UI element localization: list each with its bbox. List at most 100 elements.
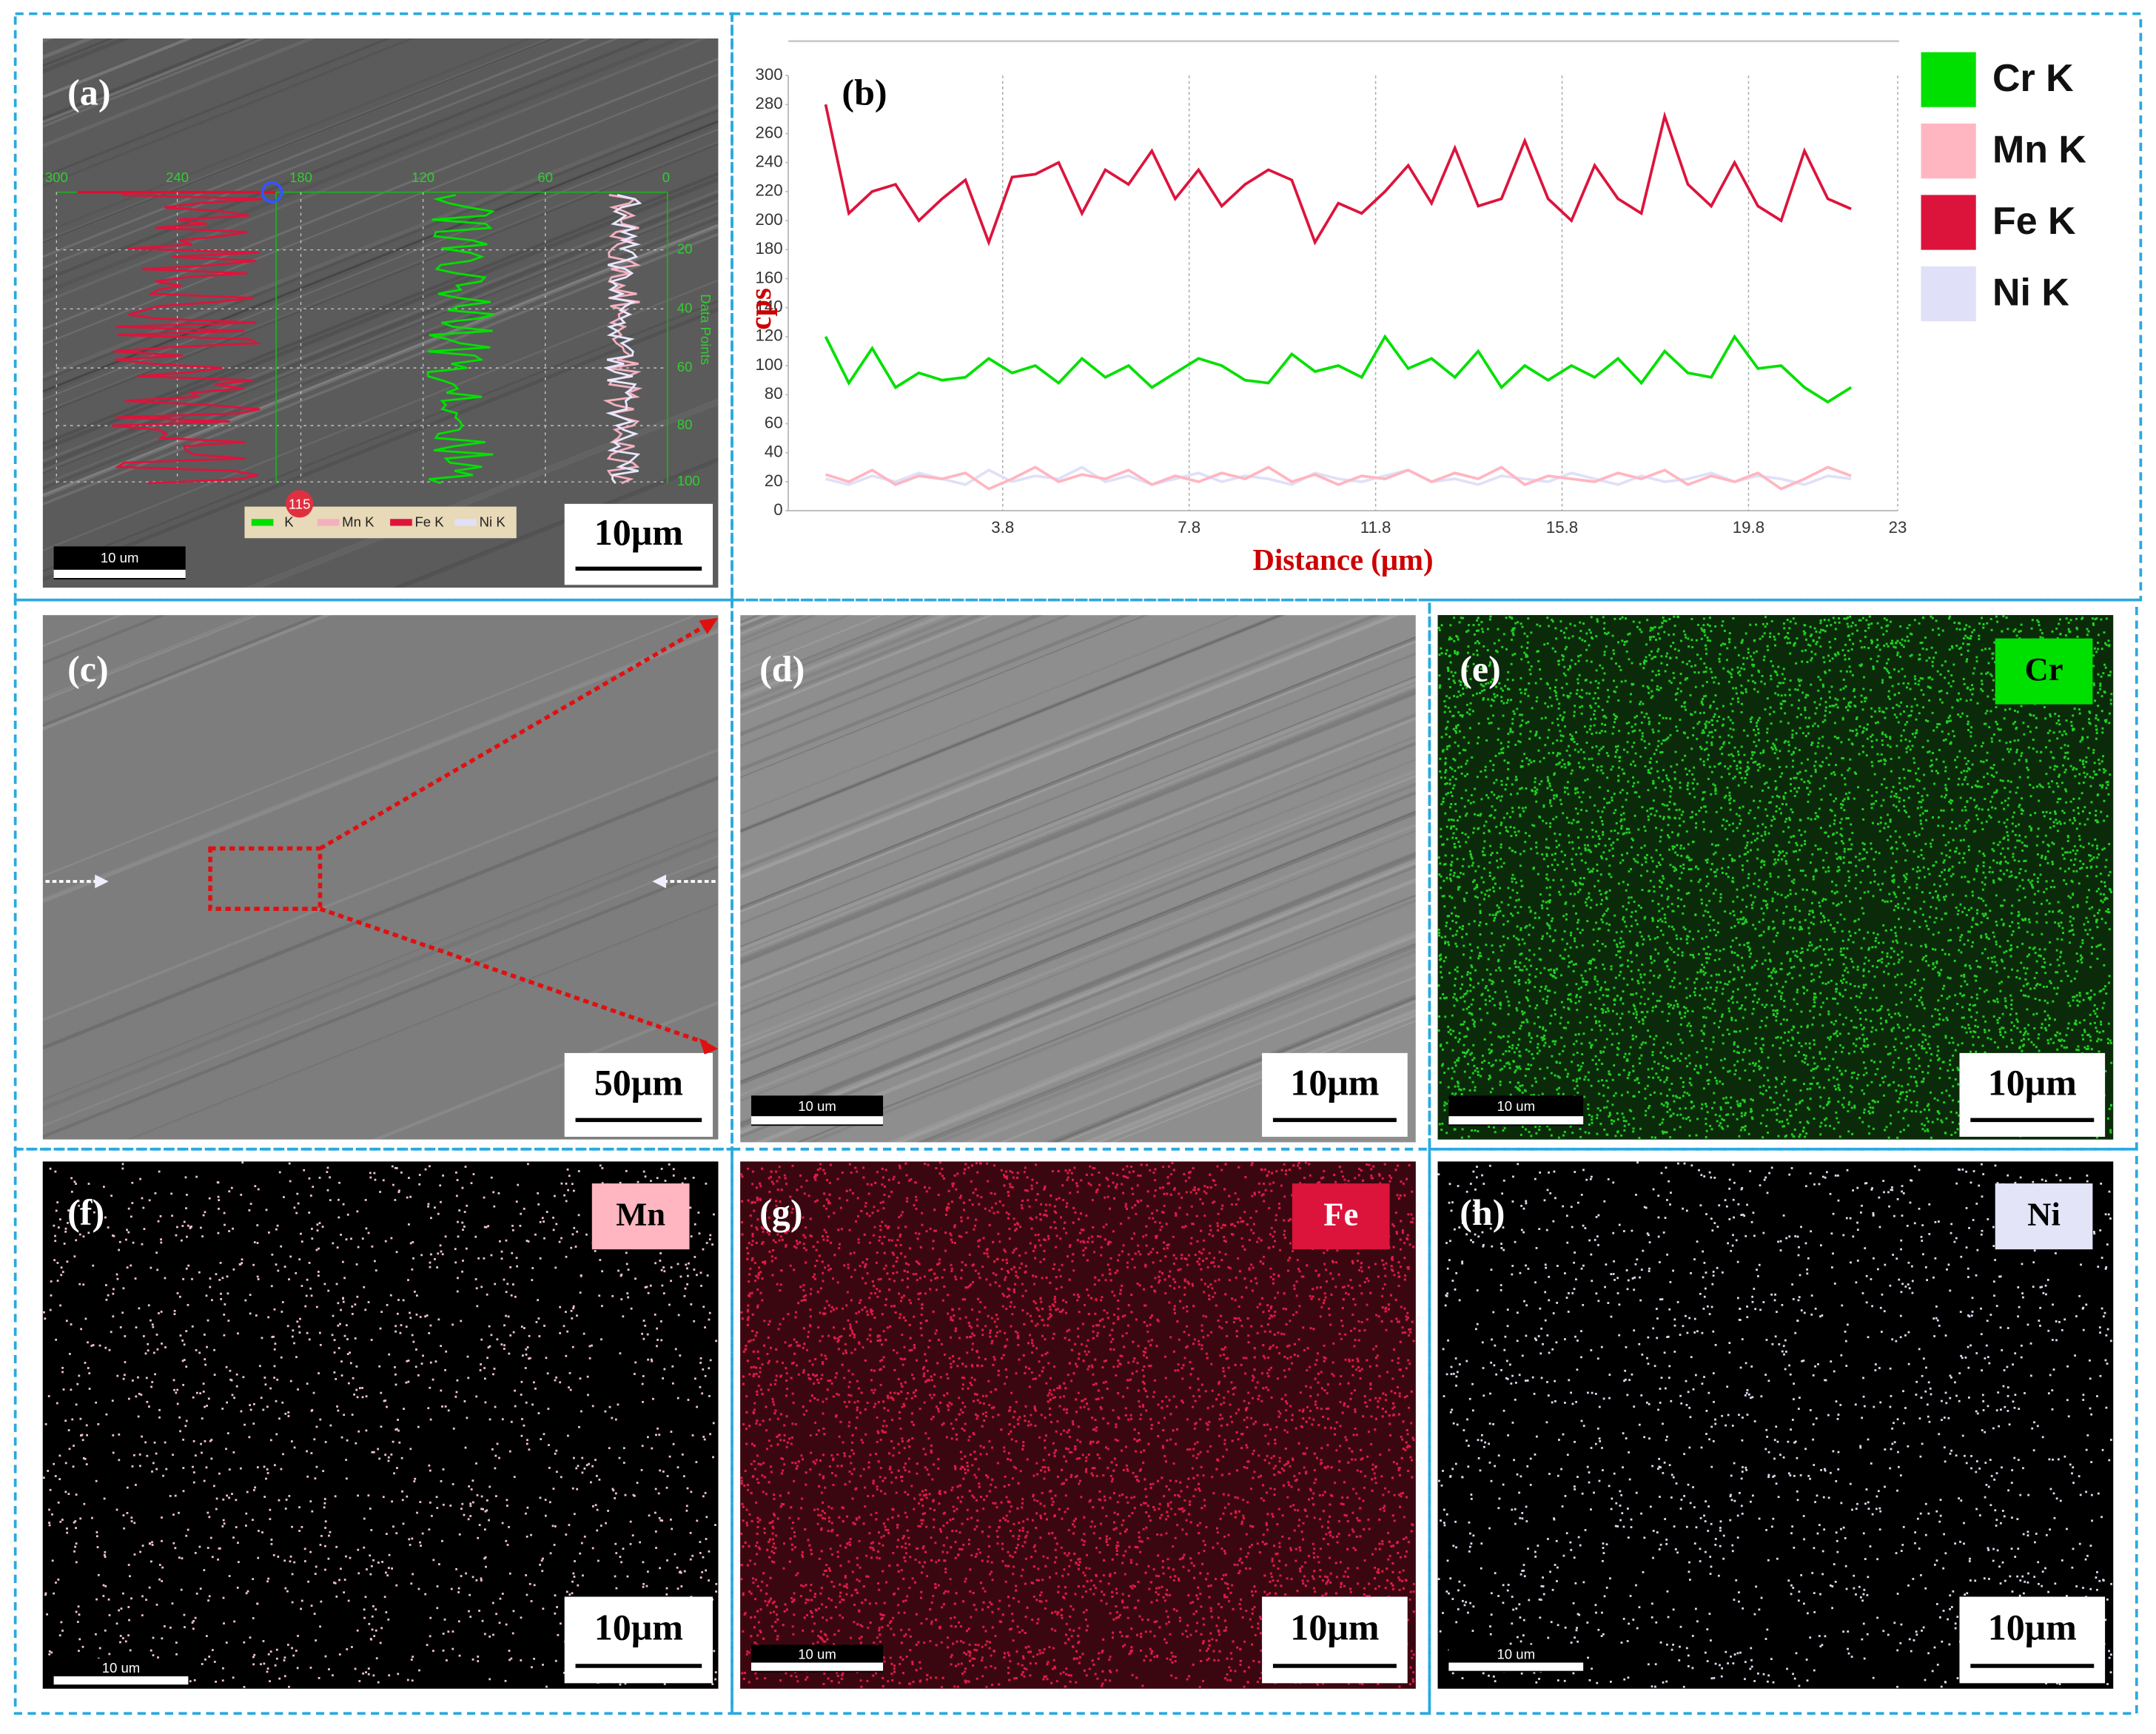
scratch: [42, 177, 719, 451]
dot: [2035, 972, 2038, 975]
dot: [1682, 1095, 1685, 1098]
dot: [1913, 910, 1916, 913]
dot: [1555, 839, 1558, 842]
dot: [1471, 1058, 1474, 1061]
dot: [1766, 814, 1769, 817]
dot: [1812, 1076, 1815, 1079]
dot: [1995, 790, 1998, 793]
dot: [1702, 697, 1705, 700]
dot: [1828, 1064, 1831, 1067]
dot: [1630, 993, 1633, 996]
dot: [1878, 852, 1881, 855]
dot: [1747, 761, 1750, 764]
dot: [1895, 935, 1898, 938]
dot: [1562, 672, 1565, 675]
dot: [1794, 1078, 1797, 1081]
dot: [1483, 824, 1486, 827]
dot: [1819, 678, 1822, 681]
dot: [1492, 951, 1494, 954]
dot: [2092, 682, 2095, 685]
dot: [1811, 853, 1814, 856]
dot: [1601, 810, 1604, 813]
dot: [1895, 939, 1898, 942]
dot: [1590, 1046, 1593, 1049]
dot: [2039, 636, 2042, 639]
dot: [1749, 809, 1752, 812]
dot: [1969, 735, 1972, 738]
dot: [1651, 807, 1654, 810]
scratch: [896, 935, 1416, 1143]
dot: [1999, 862, 2002, 865]
scratch: [42, 73, 719, 346]
dot: [1644, 765, 1647, 768]
dot: [1544, 1041, 1547, 1044]
dot: [1705, 957, 1707, 960]
dot: [1706, 876, 1708, 878]
dot: [1941, 730, 1944, 733]
dot: [1847, 879, 1850, 882]
dot: [1850, 823, 1853, 826]
dot: [1902, 892, 1905, 895]
dot: [1889, 819, 1892, 821]
dot: [2075, 870, 2078, 873]
dot: [1918, 833, 1921, 836]
dot: [1905, 1091, 1908, 1094]
dot: [1607, 929, 1610, 932]
dot: [1488, 815, 1491, 817]
dot: [1507, 904, 1510, 907]
dot: [1927, 1109, 1930, 1112]
dot: [2086, 932, 2089, 935]
dot: [1647, 1029, 1650, 1032]
dot: [1547, 969, 1550, 972]
dot: [1452, 819, 1455, 821]
dot: [1545, 999, 1548, 1002]
dot: [1497, 910, 1500, 913]
dot: [1600, 918, 1603, 921]
dot: [1543, 643, 1546, 646]
dot: [1600, 747, 1603, 750]
dot: [1985, 759, 1988, 762]
dot: [1896, 953, 1899, 956]
dot: [1915, 778, 1918, 781]
scratch: [42, 615, 255, 700]
dot: [1443, 997, 1446, 1000]
dot: [1440, 1064, 1443, 1067]
dot: [1707, 945, 1710, 948]
dot: [1964, 964, 1967, 967]
dot: [1676, 905, 1679, 908]
dot: [1465, 932, 1468, 935]
dot: [1560, 1036, 1563, 1039]
dot: [2010, 912, 2013, 915]
dot: [1863, 727, 1866, 730]
dot: [1568, 821, 1571, 824]
dot: [1879, 821, 1882, 824]
scratch: [740, 615, 781, 631]
dot: [1722, 667, 1725, 670]
dot: [1906, 705, 1909, 708]
dot: [1733, 1041, 1736, 1044]
dot: [1839, 913, 1842, 916]
dot: [1621, 768, 1624, 771]
dot: [1514, 653, 1517, 656]
dot: [1454, 1085, 1457, 1088]
dot: [1654, 948, 1657, 951]
dot: [1608, 1072, 1611, 1075]
dot: [1736, 827, 1739, 830]
dot: [1907, 639, 1910, 642]
dot: [2051, 879, 2054, 882]
dot: [1603, 1024, 1606, 1027]
dot: [1740, 910, 1743, 913]
dot: [1650, 757, 1653, 760]
dot: [1817, 689, 1820, 692]
dot: [1548, 989, 1551, 992]
dot: [1511, 638, 1514, 641]
dot: [1577, 836, 1579, 839]
dot: [1821, 745, 1824, 747]
dot: [1885, 625, 1888, 628]
dot: [1491, 998, 1494, 1001]
dot: [1689, 995, 1691, 998]
dot: [1990, 674, 1993, 677]
dot: [1870, 1081, 1873, 1083]
dot: [1824, 953, 1827, 956]
dot: [1576, 1052, 1579, 1054]
